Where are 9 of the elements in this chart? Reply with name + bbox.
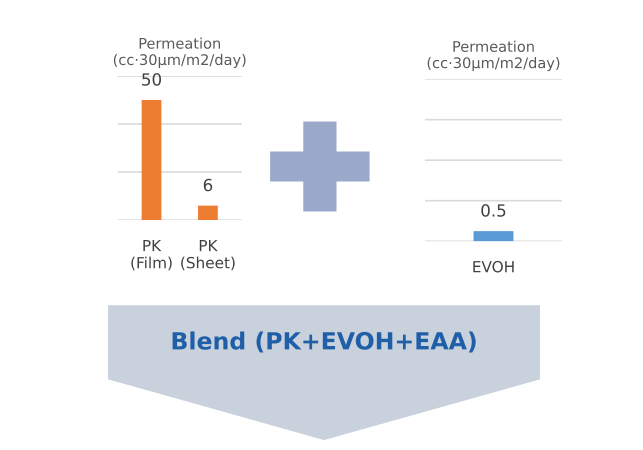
chart-title: Permeation (cc·30μm/m2/day) xyxy=(114,38,246,68)
x-tick-label: PK (Sheet) xyxy=(181,240,235,270)
x-tick-label: PK (Film) xyxy=(131,240,172,270)
x-tick-label: EVOH xyxy=(473,260,514,272)
data-label: 50 xyxy=(142,73,162,86)
data-label: 0.5 xyxy=(481,204,506,217)
chart-title: Permeation (cc·30μm/m2/day) xyxy=(428,40,560,72)
text: Blend (PK+EVOH+EAA) xyxy=(172,331,476,353)
data-label: 6 xyxy=(204,178,212,192)
